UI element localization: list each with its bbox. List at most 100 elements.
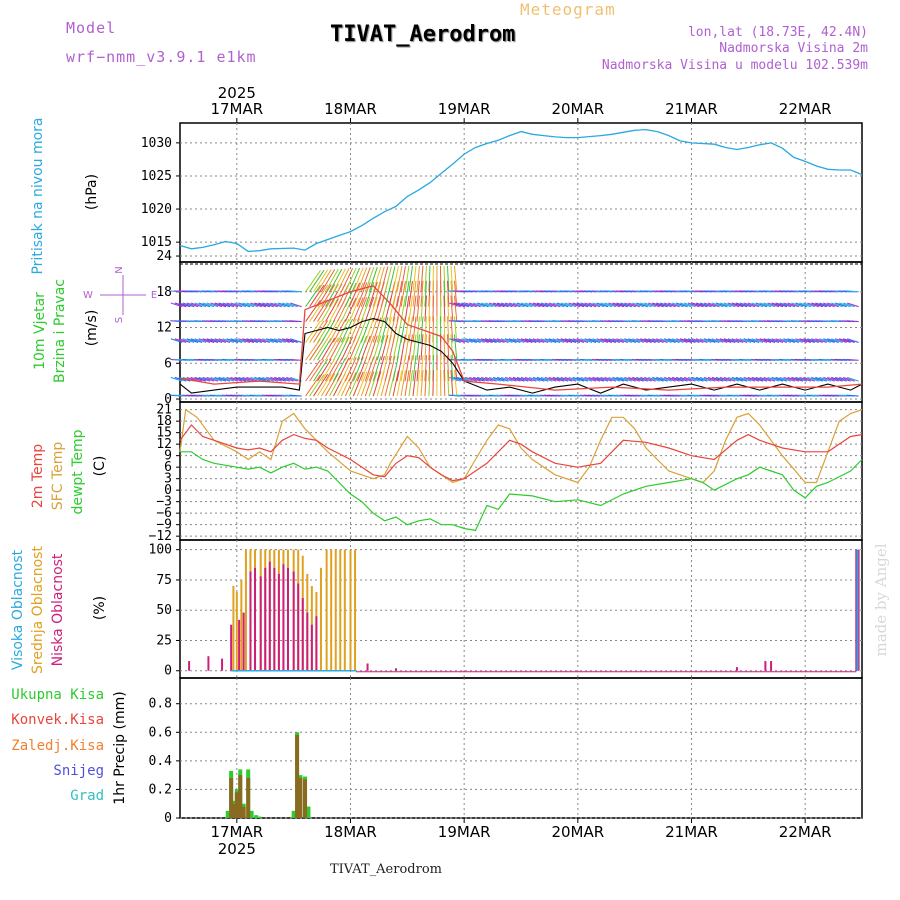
- wind-arrow: [364, 296, 375, 322]
- wind-arrow: [384, 317, 392, 343]
- wind-arrow: [380, 355, 389, 382]
- wind-arrow: [846, 320, 859, 323]
- wind-arrow: [552, 338, 565, 343]
- wind-arrow: [446, 355, 450, 382]
- wind-arrow: [695, 338, 708, 343]
- wind-arrow: [360, 317, 371, 343]
- wind-arrow: [416, 280, 420, 307]
- y-tick-label: −9: [156, 518, 172, 533]
- wind-arrow: [254, 338, 266, 343]
- wind-arrow: [644, 302, 656, 308]
- compass-east: E: [151, 290, 157, 301]
- wind-arrow: [450, 265, 454, 292]
- wind-arrow: [819, 376, 831, 382]
- wind-arrow: [246, 376, 259, 382]
- wind-arrow: [664, 302, 676, 308]
- wind-arrow: [234, 376, 247, 382]
- convective-rain-bar: [241, 806, 246, 818]
- wind-arrow: [556, 302, 569, 308]
- wind-arrow: [819, 338, 831, 343]
- low-cloud-label: Niska Oblacnost: [50, 553, 66, 666]
- wind-arrow: [352, 371, 364, 397]
- wind-arrow: [846, 290, 859, 293]
- total-rain-bar: [249, 810, 254, 818]
- wind-arrow: [592, 302, 605, 308]
- wind-arrow: [751, 338, 764, 343]
- wind-arrow: [600, 376, 613, 382]
- wind-arrow: [652, 302, 664, 308]
- wind-arrow: [348, 267, 361, 292]
- wind-arrow: [520, 302, 533, 308]
- wind-arrow: [360, 335, 371, 361]
- wind-arrow: [524, 338, 537, 343]
- wind-arrow: [640, 338, 652, 343]
- wind-arrow: [446, 265, 450, 292]
- wind-arrow: [400, 334, 406, 361]
- wind-arrow: [206, 376, 219, 382]
- wind-arrow: [711, 376, 724, 382]
- wind-arrow: [544, 302, 557, 308]
- y-tick-label: 1015: [141, 235, 172, 250]
- wind-arrow: [691, 376, 704, 382]
- wind-arrow: [170, 338, 183, 343]
- wind-arrow: [604, 302, 617, 308]
- wind-arrow: [352, 267, 364, 292]
- wind-arrow: [428, 334, 431, 361]
- wind-arrow: [843, 338, 855, 343]
- wind-arrow: [443, 295, 446, 322]
- wind-arrow: [428, 355, 431, 382]
- wind-arrow: [755, 376, 768, 382]
- wind-arrow: [779, 302, 792, 308]
- wind-arrow: [660, 338, 672, 343]
- wind-arrow: [453, 302, 465, 308]
- wind-arrow: [226, 376, 239, 382]
- wind-arrow: [652, 376, 664, 382]
- wind-arrow: [608, 302, 621, 308]
- wind-arrow: [743, 302, 756, 308]
- wind-arrow: [775, 302, 788, 308]
- wind-arrow: [412, 355, 417, 382]
- wind-arrow: [508, 376, 521, 382]
- wind-arrow: [588, 338, 601, 343]
- wind-arrow: [274, 376, 286, 382]
- wind-arrow: [384, 355, 392, 382]
- wind-arrow: [604, 338, 617, 343]
- wind-arrow: [648, 376, 660, 382]
- wind-arrow: [556, 376, 569, 382]
- wind-arrow: [412, 280, 417, 307]
- wind-arrow: [420, 265, 424, 292]
- wind-arrow: [254, 376, 266, 382]
- wind-arrow: [336, 357, 350, 382]
- wind-arrow: [751, 376, 764, 382]
- wind-arrow: [170, 376, 183, 382]
- wind-arrow: [356, 371, 368, 397]
- wind-arrow: [270, 338, 282, 343]
- wind-arrow: [408, 295, 413, 322]
- wind-arrow: [831, 376, 843, 382]
- wind-arrow: [404, 355, 410, 382]
- wind-arrow: [420, 280, 424, 307]
- wind-arrow: [309, 374, 325, 397]
- wind-arrow: [408, 265, 413, 292]
- wind-arrow: [333, 337, 346, 361]
- wind-arrow: [616, 338, 629, 343]
- wind-arrow: [484, 338, 497, 343]
- wind-arrow: [400, 266, 406, 292]
- wind-arrow: [392, 266, 399, 292]
- wind-arrow: [214, 302, 227, 308]
- wind-arrow: [564, 302, 577, 308]
- wind-arrow: [348, 371, 361, 397]
- wind-arrow: [202, 338, 215, 343]
- wind-arrow: [711, 302, 724, 308]
- wind-arrow: [368, 356, 378, 382]
- wind-arrow: [803, 376, 815, 382]
- y-tick-label: 3: [164, 472, 172, 487]
- wind-arrow: [226, 338, 239, 343]
- total-rain-bar: [225, 810, 230, 818]
- panel-frame-1: [179, 261, 863, 403]
- wind-arrow: [465, 338, 477, 343]
- wind-arrow: [683, 338, 696, 343]
- wind-arrow: [313, 269, 329, 293]
- wind-arrow: [520, 338, 533, 343]
